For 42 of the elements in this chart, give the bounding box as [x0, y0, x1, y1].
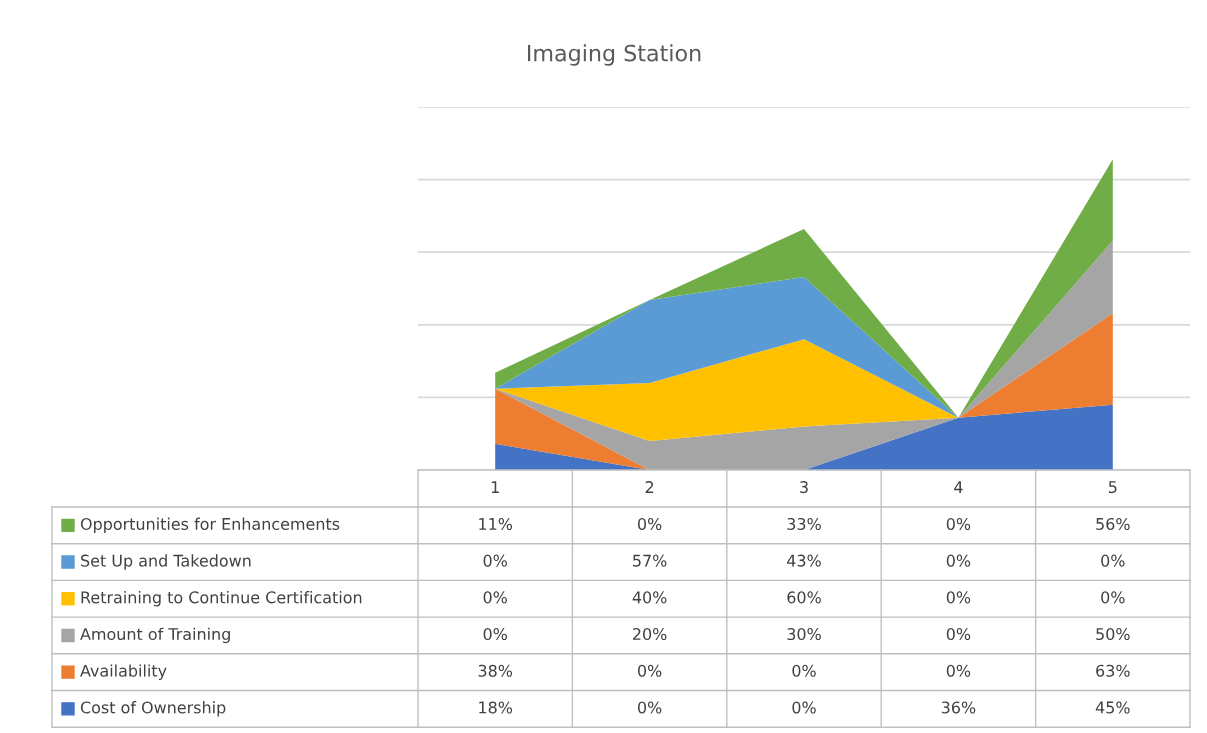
data-label: 0%: [792, 664, 816, 677]
chart-title: Imaging Station: [528, 44, 701, 66]
data-label: 50%: [1096, 628, 1130, 641]
data-label: 0%: [483, 591, 507, 604]
data-label: 38%: [478, 664, 513, 677]
data-label: 0%: [637, 701, 662, 714]
data-label: 0%: [637, 517, 662, 530]
data-label: 56%: [1096, 517, 1130, 530]
legend-label: Availability: [80, 664, 167, 680]
data-label: 60%: [787, 591, 821, 604]
data-label: 57%: [633, 554, 667, 567]
data-label: 30%: [787, 628, 821, 641]
data-label: 0%: [946, 554, 971, 567]
x-tick-label: 2: [645, 481, 654, 493]
data-label: 11%: [479, 517, 513, 530]
data-label: 0%: [946, 628, 971, 641]
data-label: 0%: [946, 517, 971, 530]
data-label: 43%: [787, 554, 821, 567]
data-label: 0%: [483, 554, 507, 567]
data-label: 0%: [637, 664, 662, 677]
data-label: 63%: [1096, 664, 1130, 677]
legend-label: Amount of Training: [80, 627, 230, 644]
data-label: 0%: [483, 628, 507, 641]
data-label: 0%: [946, 591, 971, 604]
data-label: 0%: [946, 664, 971, 677]
data-label: 36%: [941, 701, 976, 714]
data-label: 40%: [632, 591, 667, 604]
x-tick-label: 4: [954, 481, 963, 493]
data-label: 0%: [1101, 591, 1125, 604]
x-tick-label: 3: [800, 481, 808, 494]
data-label: 0%: [1101, 554, 1125, 567]
data-label: 33%: [787, 517, 821, 530]
data-label: 45%: [1095, 701, 1130, 714]
x-tick-label: 5: [1108, 481, 1117, 494]
x-tick-label: 1: [491, 481, 499, 493]
legend-label: Cost of Ownership: [80, 701, 226, 717]
data-label: 0%: [792, 701, 816, 714]
legend-label: Retraining to Continue Certification: [81, 591, 362, 607]
legend-label: Set Up and Takedown: [81, 554, 251, 570]
legend-label: Opportunities for Enhancements: [80, 517, 340, 534]
data-label: 20%: [633, 628, 667, 641]
data-label: 18%: [479, 701, 513, 714]
